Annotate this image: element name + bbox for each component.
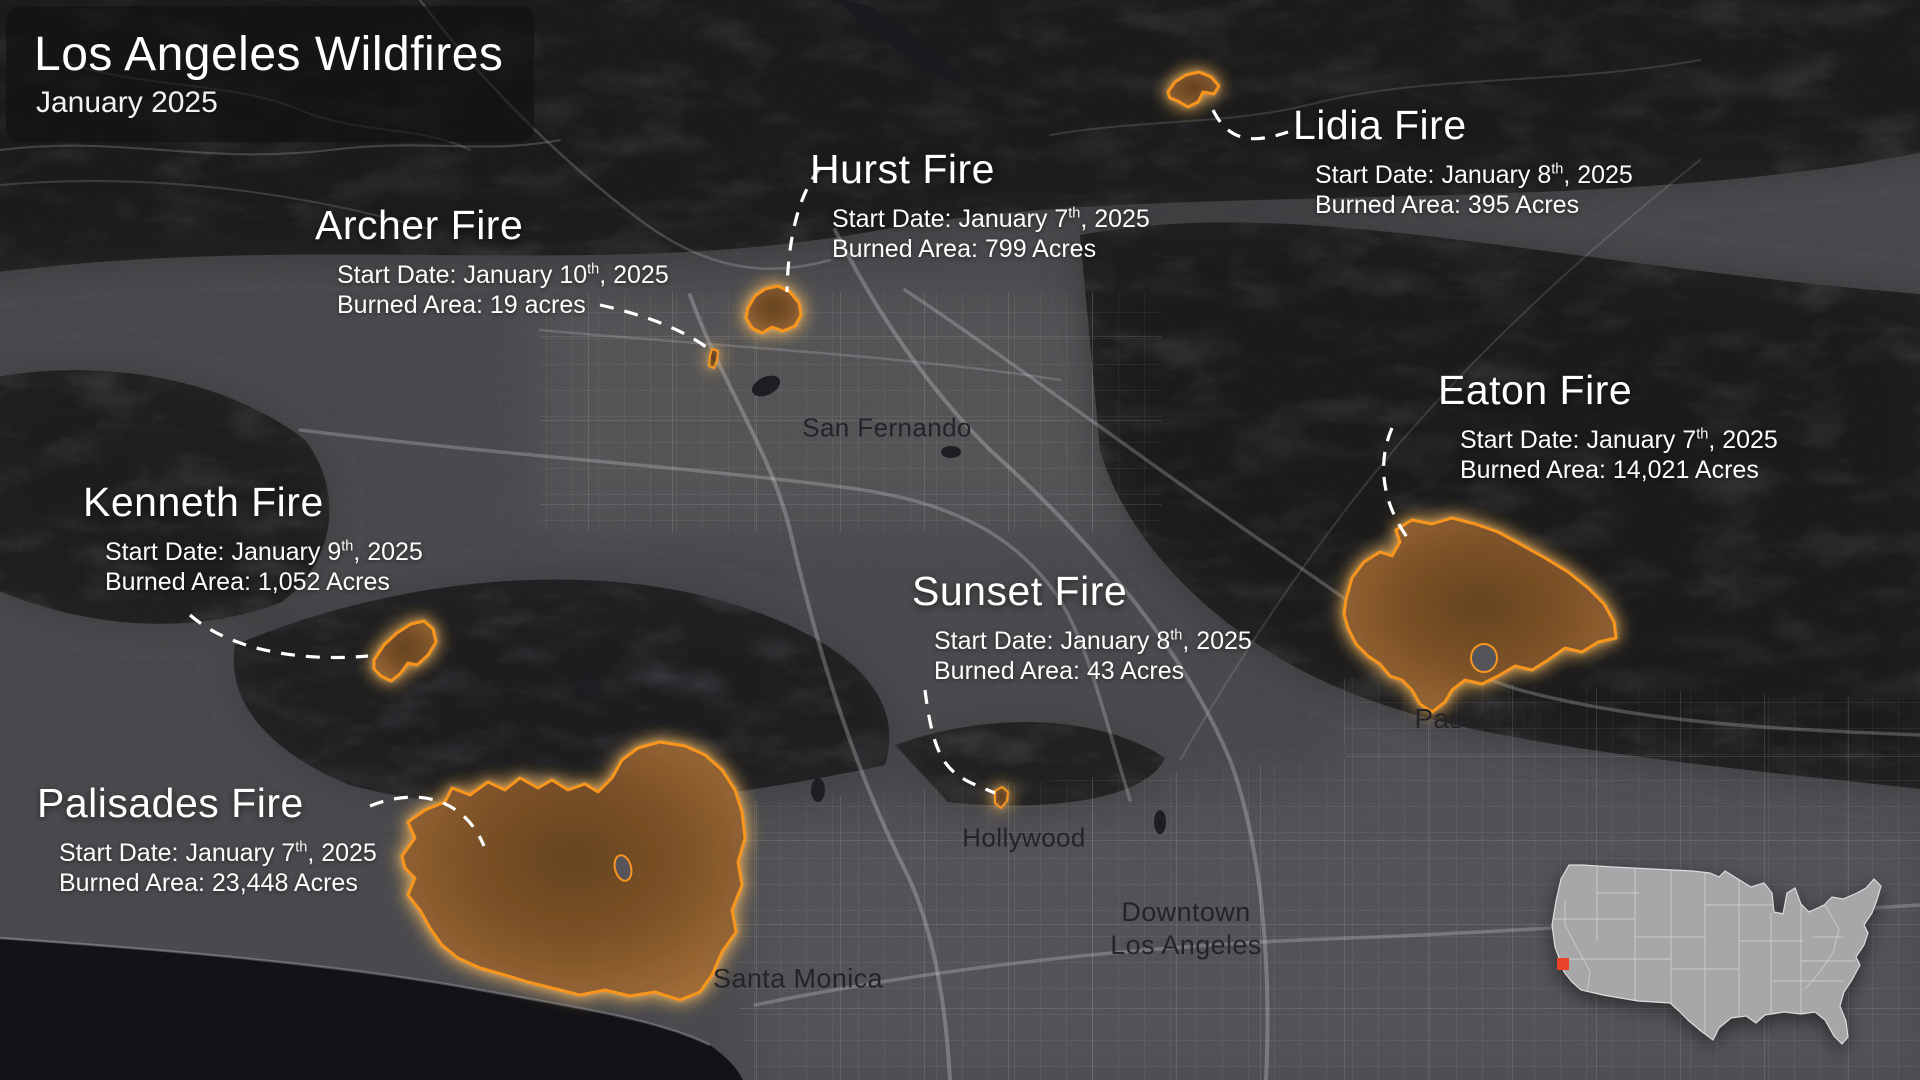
leader-line-eaton xyxy=(1382,427,1409,538)
fire-burned-area: Burned Area: 395 Acres xyxy=(1315,191,1580,220)
fire-label-hurst: Hurst Fire Start Date: January 7th, 2025… xyxy=(810,146,1150,264)
fire-start-date: Start Date: January 9th, 2025 xyxy=(105,538,423,567)
la-location-marker xyxy=(1557,958,1569,970)
city-label-hollywood: Hollywood xyxy=(962,822,1086,853)
fire-perimeter-palisades xyxy=(400,740,747,1002)
inset-us-map xyxy=(1551,864,1882,1045)
fire-perimeter-kenneth xyxy=(372,619,438,683)
fire-perimeter-archer xyxy=(708,348,719,369)
page-subtitle: January 2025 xyxy=(36,86,218,120)
fire-start-date: Start Date: January 8th, 2025 xyxy=(934,627,1252,656)
fire-name: Archer Fire xyxy=(315,202,524,248)
fire-burned-area: Burned Area: 23,448 Acres xyxy=(59,869,358,898)
ocean xyxy=(0,938,743,1080)
fire-label-archer: Archer Fire Start Date: January 10th, 20… xyxy=(315,202,669,320)
fire-name: Kenneth Fire xyxy=(83,479,324,525)
city-label-downtown-la: Downtown Los Angeles xyxy=(1110,897,1262,960)
fire-burned-area: Burned Area: 1,052 Acres xyxy=(105,568,390,597)
fire-label-palisades: Palisades Fire Start Date: January 7th, … xyxy=(37,780,377,898)
fire-name: Eaton Fire xyxy=(1438,367,1633,413)
fire-name: Hurst Fire xyxy=(810,146,995,192)
fire-start-date: Start Date: January 7th, 2025 xyxy=(1460,426,1778,455)
fire-burned-area: Burned Area: 43 Acres xyxy=(934,657,1185,686)
title-card: Los Angeles Wildfires January 2025 xyxy=(6,6,534,143)
fire-burned-area: Burned Area: 14,021 Acres xyxy=(1460,456,1759,485)
leader-line-hurst xyxy=(785,166,822,293)
fire-name: Palisades Fire xyxy=(37,780,304,826)
fire-name: Lidia Fire xyxy=(1293,102,1467,148)
fire-start-date: Start Date: January 7th, 2025 xyxy=(832,205,1150,234)
fire-start-date: Start Date: January 8th, 2025 xyxy=(1315,161,1633,190)
fire-start-date: Start Date: January 10th, 2025 xyxy=(337,261,669,290)
leader-lines xyxy=(188,109,1409,847)
fire-name: Sunset Fire xyxy=(912,568,1128,614)
city-label-san-fernando: San Fernando xyxy=(802,412,972,443)
fire-label-sunset: Sunset Fire Start Date: January 8th, 202… xyxy=(912,568,1252,686)
fire-label-kenneth: Kenneth Fire Start Date: January 9th, 20… xyxy=(83,479,423,597)
leader-line-lidia xyxy=(1211,109,1289,141)
fire-perimeter-lidia xyxy=(1166,70,1221,109)
city-label-santa-monica: Santa Monica xyxy=(713,963,883,994)
fire-perimeter-hurst xyxy=(744,284,803,335)
coastline xyxy=(0,936,711,1047)
fire-burned-area: Burned Area: 799 Acres xyxy=(832,235,1097,264)
city-label-pasadena: Pasadena xyxy=(1414,703,1544,734)
fire-label-lidia: Lidia Fire Start Date: January 8th, 2025… xyxy=(1293,102,1633,220)
fire-perimeter-sunset xyxy=(994,786,1009,809)
state-borders xyxy=(1552,865,1855,1033)
leader-line-sunset xyxy=(923,689,996,795)
fire-start-date: Start Date: January 7th, 2025 xyxy=(59,839,377,868)
leader-line-kenneth xyxy=(188,613,369,660)
water-features xyxy=(578,0,1166,834)
unburned-islands xyxy=(613,643,1498,882)
fire-label-eaton: Eaton Fire Start Date: January 7th, 2025… xyxy=(1438,367,1778,485)
fire-burned-area: Burned Area: 19 acres xyxy=(337,291,586,320)
leader-line-archer xyxy=(599,303,711,352)
page-title: Los Angeles Wildfires xyxy=(34,28,504,81)
fire-perimeter-eaton xyxy=(1342,516,1618,714)
